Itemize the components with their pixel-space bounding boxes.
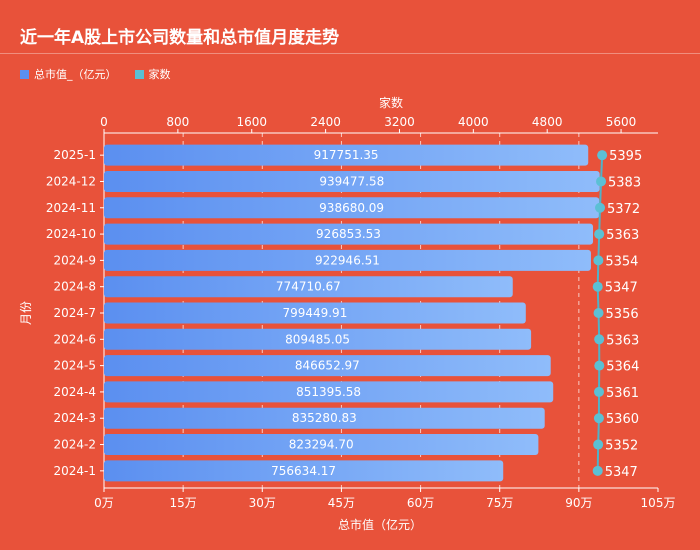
- count-value-label: 5352: [605, 439, 638, 454]
- bar: [104, 223, 594, 245]
- y-tick-label: 2024-10: [46, 227, 96, 241]
- count-point: [594, 229, 605, 240]
- legend-label-market-cap: 总市值_（亿元）: [34, 68, 117, 81]
- bar-value-label: 774710.67: [276, 280, 341, 294]
- y-tick-label: 2024-8: [53, 280, 96, 294]
- count-point: [593, 439, 604, 450]
- count-point: [596, 176, 607, 187]
- count-value-label: 5354: [605, 254, 638, 269]
- top-tick-label: 4000: [458, 115, 489, 129]
- bottom-axis-title: 总市值（亿元）: [338, 517, 422, 532]
- bar: [104, 434, 539, 456]
- top-tick-label: 800: [166, 115, 189, 129]
- bottom-tick-label: 105万: [641, 496, 676, 510]
- legend-swatch-count: [134, 69, 144, 79]
- top-tick-label: 0: [100, 115, 108, 129]
- count-point: [594, 334, 605, 345]
- bar: [104, 144, 589, 166]
- y-tick-label: 2024-9: [53, 253, 96, 267]
- y-tick-label: 2025-1: [53, 148, 96, 162]
- bottom-tick-label: 45万: [328, 496, 355, 510]
- top-tick-label: 3200: [384, 115, 415, 129]
- bar-value-label: 846652.97: [295, 359, 360, 373]
- bar: [104, 328, 532, 350]
- count-point: [593, 386, 604, 397]
- top-tick-label: 1600: [236, 115, 267, 129]
- count-point: [592, 281, 603, 292]
- count-value-label: 5383: [608, 175, 641, 190]
- y-tick-label: 2024-3: [53, 411, 96, 425]
- legend-swatch-market-cap: [20, 69, 29, 79]
- count-value-label: 5363: [606, 333, 639, 348]
- legend-item-market-cap[interactable]: 总市值_（亿元）: [20, 66, 117, 82]
- count-value-label: 5360: [606, 412, 639, 427]
- bar-value-label: 835280.83: [292, 411, 357, 425]
- count-point: [592, 465, 603, 476]
- count-value-label: 5361: [606, 386, 639, 401]
- count-point: [593, 255, 604, 266]
- count-value-label: 5363: [606, 228, 639, 243]
- top-tick-label: 5600: [606, 115, 637, 129]
- y-tick-label: 2024-7: [53, 306, 96, 320]
- title-divider: [0, 53, 700, 54]
- top-axis-title: 家数: [379, 95, 403, 110]
- bar-value-label: 809485.05: [285, 332, 350, 346]
- bar: [104, 407, 545, 429]
- legend: 总市值_（亿元） 家数: [20, 66, 171, 82]
- y-tick-label: 2024-2: [53, 438, 96, 452]
- top-tick-label: 4800: [532, 115, 563, 129]
- top-tick-label: 2400: [310, 115, 341, 129]
- y-tick-label: 2024-11: [46, 201, 96, 215]
- count-point: [595, 202, 606, 213]
- y-tick-label: 2024-12: [46, 174, 96, 188]
- y-tick-label: 2024-1: [53, 464, 96, 478]
- count-value-label: 5364: [606, 360, 639, 375]
- bottom-tick-label: 15万: [170, 496, 197, 510]
- bottom-tick-label: 75万: [486, 496, 513, 510]
- bar-value-label: 917751.35: [314, 148, 379, 162]
- bar: [104, 249, 591, 271]
- bar: [104, 460, 504, 482]
- bar-value-label: 756634.17: [271, 464, 336, 478]
- bar-value-label: 938680.09: [319, 201, 384, 215]
- bar-value-label: 939477.58: [319, 174, 384, 188]
- bar: [104, 170, 600, 192]
- bar: [104, 302, 526, 324]
- bar: [104, 197, 600, 219]
- count-value-label: 5372: [607, 202, 640, 217]
- count-value-label: 5347: [605, 281, 638, 296]
- bar-value-label: 922946.51: [315, 253, 380, 267]
- bottom-tick-label: 0万: [94, 496, 114, 510]
- y-axis-title: 月份: [19, 301, 33, 325]
- bar-value-label: 851395.58: [296, 385, 361, 399]
- legend-item-count[interactable]: 家数: [134, 66, 171, 82]
- bottom-tick-label: 90万: [565, 496, 592, 510]
- count-point: [593, 308, 604, 318]
- legend-label-count: 家数: [148, 68, 171, 81]
- count-point: [594, 360, 605, 371]
- bottom-tick-label: 30万: [249, 496, 276, 510]
- y-tick-label: 2024-4: [53, 385, 96, 399]
- count-point: [593, 413, 604, 424]
- bar-value-label: 823294.70: [289, 438, 354, 452]
- bar: [104, 381, 554, 403]
- bar: [104, 276, 513, 298]
- count-value-label: 5356: [606, 307, 639, 322]
- y-tick-label: 2024-6: [53, 332, 96, 346]
- chart-title: 近一年A股上市公司数量和总市值月度走势: [20, 28, 340, 48]
- bar-value-label: 799449.91: [282, 306, 347, 320]
- bar: [104, 355, 551, 377]
- bar-value-label: 926853.53: [316, 227, 381, 241]
- count-point: [597, 150, 608, 161]
- y-tick-label: 2024-5: [53, 359, 96, 373]
- count-value-label: 5347: [605, 465, 638, 480]
- bottom-tick-label: 60万: [407, 496, 434, 510]
- count-value-label: 5395: [609, 149, 642, 164]
